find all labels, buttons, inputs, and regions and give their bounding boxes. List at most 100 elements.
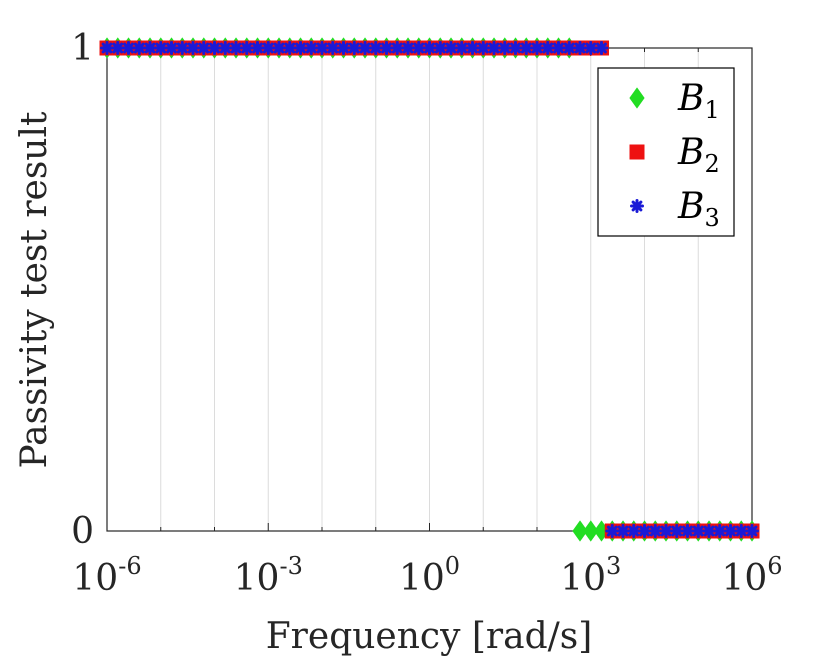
asterisk-stroke: [262, 42, 274, 54]
asterisk-stroke: [531, 42, 543, 54]
data-point: [196, 41, 211, 55]
data-point: [347, 41, 362, 55]
asterisk-stroke: [725, 525, 736, 537]
data-point: [702, 524, 716, 538]
legend-marker-diamond: [629, 87, 645, 109]
asterisk-stroke: [671, 525, 683, 537]
asterisk-stroke: [606, 525, 618, 537]
tick-base: 10: [560, 558, 606, 599]
x-tick-label: 10-6: [72, 552, 141, 599]
legend-subscript: 2: [704, 150, 719, 178]
legend-label: B3: [677, 186, 720, 232]
x-tick-label: 106: [721, 552, 782, 599]
data-point: [648, 524, 663, 538]
data-point: [153, 41, 168, 55]
x-tick-label: 10-3: [234, 552, 303, 599]
legend-label: B2: [677, 132, 720, 178]
x-tick-label: 103: [560, 552, 621, 599]
y-axis-title: Passivity test result: [14, 111, 55, 468]
asterisk-stroke: [660, 525, 672, 537]
data-point: [519, 41, 534, 55]
asterisk-stroke: [123, 42, 134, 54]
asterisk-stroke: [499, 42, 511, 54]
data-point: [325, 41, 340, 55]
asterisk-stroke: [316, 42, 328, 54]
asterisk-stroke: [542, 42, 554, 54]
data-point: [315, 41, 329, 55]
data-point: [712, 524, 727, 538]
data-point: [250, 41, 265, 55]
data-point: [336, 41, 351, 55]
data-point: [293, 41, 308, 55]
data-point: [626, 524, 641, 538]
asterisk-stroke: [273, 42, 285, 54]
data-point: [659, 524, 673, 538]
asterisk-stroke: [241, 42, 253, 54]
asterisk-stroke: [176, 42, 188, 54]
asterisk-stroke: [112, 42, 124, 54]
asterisk-stroke: [563, 42, 575, 54]
asterisk-stroke: [714, 525, 726, 537]
legend-name: B: [677, 186, 704, 227]
asterisk-stroke: [252, 42, 263, 54]
asterisk-stroke: [649, 525, 661, 537]
tick-exponent: 0: [445, 552, 460, 580]
data-point: [487, 41, 501, 55]
asterisk-stroke: [692, 525, 704, 537]
data-point: [175, 41, 190, 55]
asterisk-stroke: [155, 42, 167, 54]
tick-exponent: 3: [606, 552, 621, 580]
data-point: [272, 41, 286, 55]
legend-marker-square: [629, 144, 645, 160]
data-point: [583, 41, 598, 55]
asterisk-stroke: [477, 42, 489, 54]
grid-lines: [160, 48, 699, 531]
asterisk-stroke: [553, 42, 564, 54]
asterisk-stroke: [628, 525, 640, 537]
data-point: [572, 520, 588, 542]
data-point: [734, 524, 749, 538]
legend-subscript: 1: [704, 96, 719, 124]
legend-subscript: 3: [704, 204, 719, 232]
asterisk-stroke: [445, 42, 457, 54]
series-B3: [100, 41, 759, 538]
data-point: [551, 41, 566, 55]
asterisk-stroke: [434, 42, 446, 54]
tick-base: 10: [72, 558, 118, 599]
legend-marker-asterisk: [630, 199, 644, 213]
tick-exponent: 6: [767, 552, 782, 580]
data-point: [637, 524, 652, 538]
asterisk-stroke: [327, 42, 339, 54]
asterisk-stroke: [424, 42, 435, 54]
asterisk-stroke: [284, 42, 296, 54]
x-axis-title: Frequency [rad/s]: [266, 616, 593, 657]
asterisk-stroke: [370, 42, 382, 54]
asterisk-stroke: [295, 42, 306, 54]
asterisk-stroke: [359, 42, 371, 54]
tick-exponent: -6: [118, 552, 141, 580]
asterisk-stroke: [617, 525, 629, 537]
data-point: [745, 524, 759, 538]
data-point: [239, 41, 254, 55]
data-point: [100, 41, 114, 55]
data-point: [186, 41, 200, 55]
asterisk-stroke: [639, 525, 650, 537]
data-point: [304, 41, 319, 55]
legend-label: B1: [677, 78, 720, 124]
data-point: [358, 41, 372, 55]
data-point: [218, 41, 233, 55]
data-point: [368, 41, 383, 55]
data-point: [573, 41, 587, 55]
data-point: [143, 41, 157, 55]
data-point: [390, 41, 405, 55]
asterisk-stroke: [305, 42, 317, 54]
asterisk-stroke: [585, 42, 597, 54]
data-point: [616, 524, 630, 538]
data-point: [497, 41, 512, 55]
asterisk-stroke: [402, 42, 414, 54]
asterisk-stroke: [574, 42, 586, 54]
asterisk-stroke: [230, 42, 242, 54]
data-point: [465, 41, 480, 55]
data-point: [261, 41, 276, 55]
